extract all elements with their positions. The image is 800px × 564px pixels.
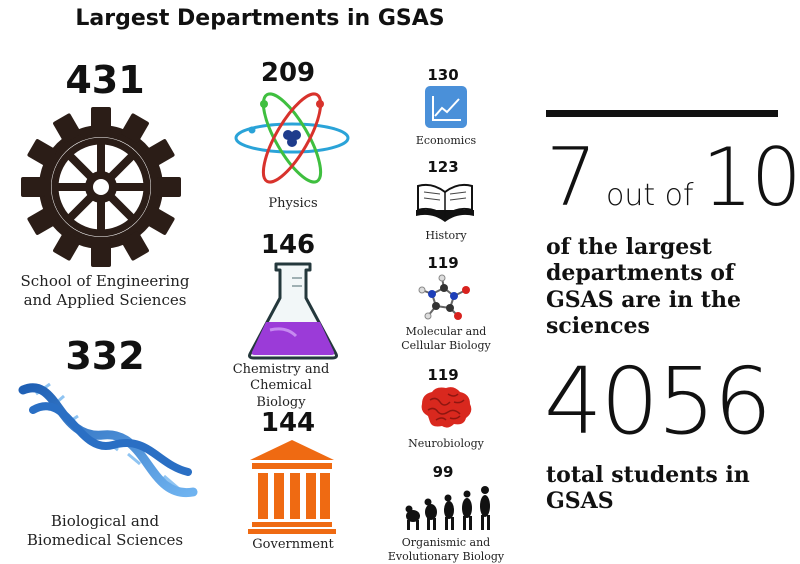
- physics-count: 209: [260, 58, 316, 88]
- chemistry-count: 146: [260, 230, 316, 260]
- government-label: Government: [252, 537, 334, 552]
- engineering-count: 431: [65, 58, 145, 102]
- total-description: total students in GSAS: [546, 462, 750, 515]
- evolution-icon: [403, 484, 499, 532]
- ratio-stat: 7 out of 10: [546, 130, 800, 226]
- ratio-numerator: 7: [546, 131, 597, 224]
- ratio-separator: out of: [606, 178, 694, 213]
- government-count: 144: [260, 408, 316, 438]
- gear-icon: [20, 106, 182, 268]
- total-students: 4056: [544, 348, 772, 455]
- page-title: Largest Departments in GSAS: [75, 6, 445, 31]
- economics-count: 130: [427, 66, 459, 84]
- neurobiology-count: 119: [427, 366, 459, 384]
- neurobiology-label: Neurobiology: [408, 437, 484, 450]
- ratio-denominator: 10: [702, 131, 800, 224]
- molecular-count: 119: [427, 254, 459, 272]
- dna-icon: [18, 380, 198, 498]
- history-label: History: [425, 229, 467, 242]
- book-icon: [416, 180, 474, 224]
- biology-count: 332: [65, 334, 145, 378]
- molecular-label: Molecular and Cellular Biology: [401, 325, 491, 352]
- atom-icon: [232, 84, 352, 192]
- physics-label: Physics: [268, 196, 318, 211]
- brain-icon: [418, 386, 474, 432]
- molecule-icon: [418, 274, 476, 322]
- evolution-label: Organismic and Evolutionary Biology: [387, 536, 505, 563]
- economics-label: Economics: [415, 134, 477, 147]
- chemistry-label: Chemistry and Chemical Biology: [232, 362, 330, 410]
- evolution-count: 99: [432, 463, 454, 481]
- biology-label: Biological and Biomedical Sciences: [26, 512, 184, 549]
- engineering-label: School of Engineering and Applied Scienc…: [20, 272, 190, 309]
- building-icon: [248, 438, 336, 534]
- divider-rule: [546, 110, 778, 117]
- line-chart-icon: [425, 86, 467, 128]
- flask-icon: [246, 260, 340, 360]
- ratio-description: of the largest departments of GSAS are i…: [546, 234, 741, 340]
- history-count: 123: [427, 158, 459, 176]
